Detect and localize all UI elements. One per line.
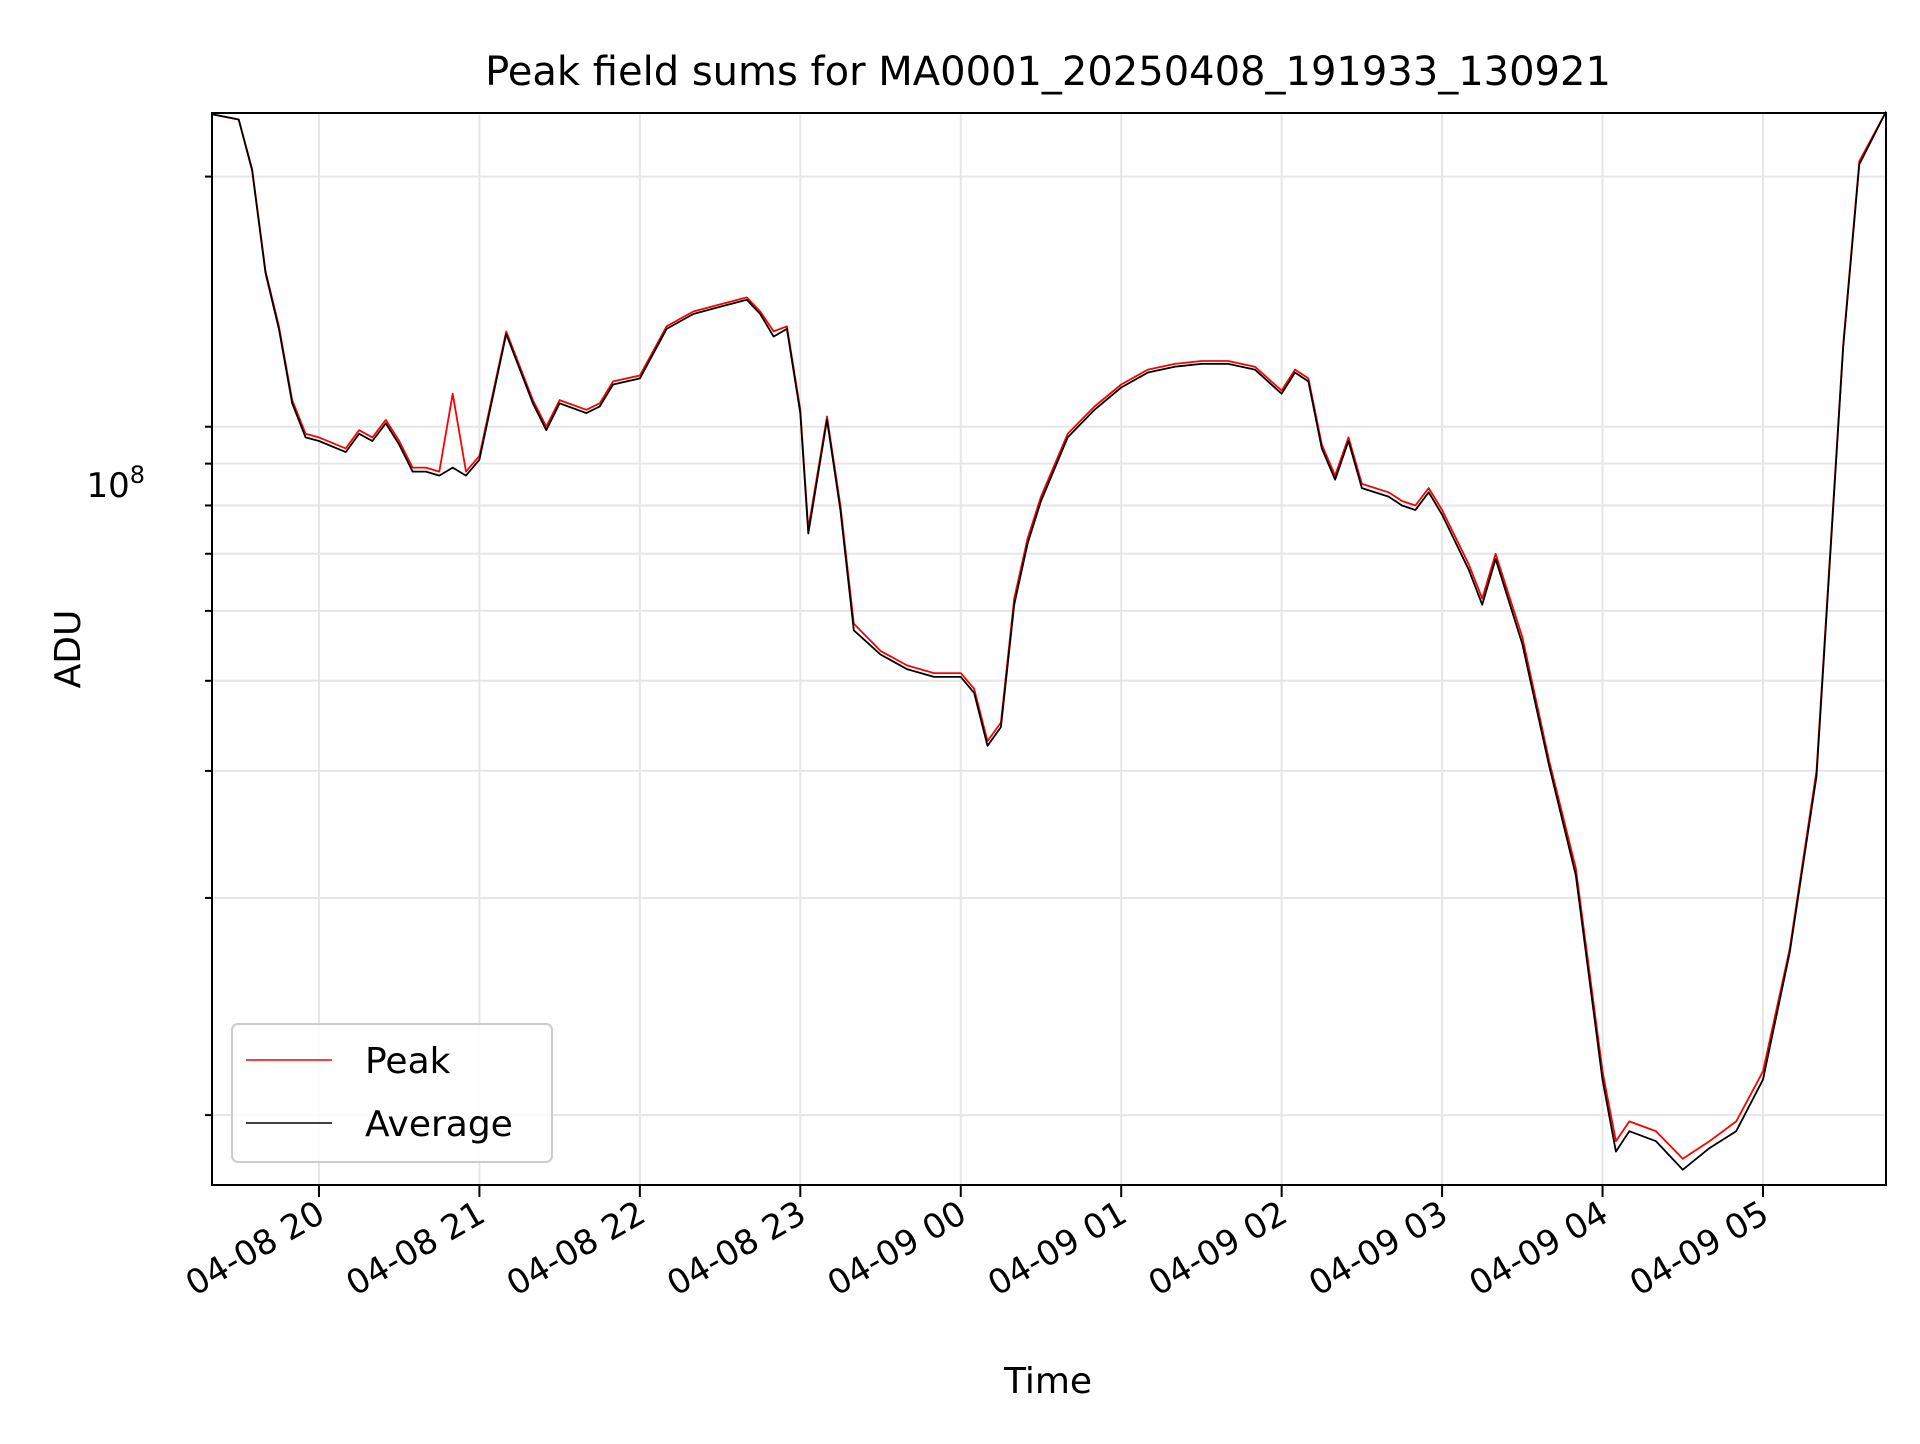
plot-frame [211, 112, 1887, 1186]
y-tick-label-1e8: 108 [86, 461, 145, 506]
legend-average-label: Average [365, 1104, 513, 1145]
y-axis-label: ADU [48, 610, 89, 689]
series-line-average [211, 111, 1887, 1171]
series-layer [211, 111, 1887, 1171]
y-axis [205, 175, 212, 1117]
legend-peak-label: Peak [365, 1041, 451, 1082]
legend-box [231, 1023, 553, 1163]
x-axis-label: Time [1003, 1361, 1092, 1402]
grid-layer [212, 113, 1886, 1185]
y-tick-label-base: 10 [86, 466, 129, 506]
y-tick-label-exponent: 8 [130, 461, 145, 489]
chart-title: Peak field sums for MA0001_20250408_1919… [485, 49, 1611, 95]
series-line-peak [211, 111, 1887, 1160]
legend: Peak Average [231, 1023, 553, 1163]
